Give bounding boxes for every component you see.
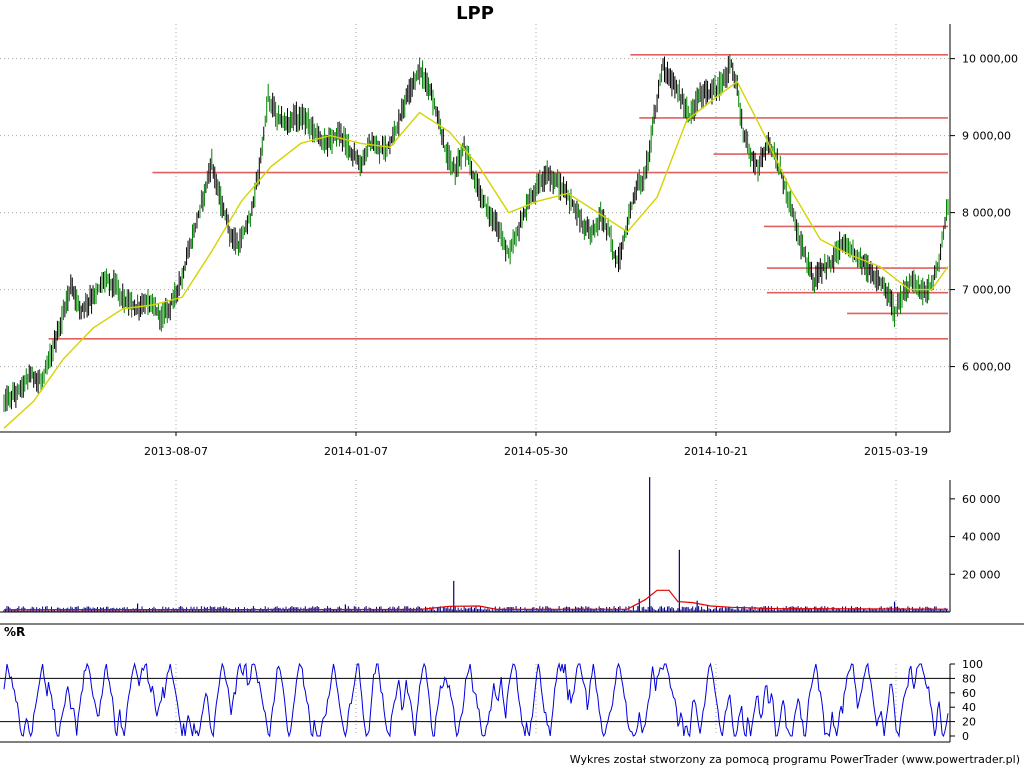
williams-r-label: %R [4,625,25,639]
volume-average-line [3,589,949,611]
price-x-tick-label: 2014-10-21 [684,445,748,458]
williams-r-y-tick-label: 80 [962,672,976,685]
volume-y-tick-label: 40 000 [962,531,1001,544]
price-y-tick-label: 6 000,00 [962,361,1011,374]
williams-r-y-tick-label: 60 [962,687,976,700]
footer-credit: Wykres został stworzony za pomocą progra… [570,753,1020,766]
williams-r-y-tick-label: 20 [962,716,976,729]
moving-average-line [3,80,949,429]
volume-y-tick-label: 60 000 [962,493,1001,506]
price-y-tick-label: 8 000,00 [962,207,1011,220]
price-x-tick-label: 2015-03-19 [864,445,928,458]
williams-r-y-tick-label: 0 [962,730,969,743]
price-x-tick-label: 2014-01-07 [324,445,388,458]
williams-r-line [3,662,949,738]
volume-panel: 20 000 40 000 60 000 [0,477,1001,613]
price-x-tick-label: 2014-05-30 [504,445,568,458]
price-y-tick-label: 7 000,00 [962,284,1011,297]
volume-y-tick-label: 20 000 [962,568,1001,581]
williams-r-y-tick-label: 100 [962,658,983,671]
price-x-tick-label: 2013-08-07 [144,445,208,458]
chart-title: LPP [456,3,494,24]
price-panel: 6 000,00 7 000,00 8 000,00 9 000,00 10 000,0… [0,24,1018,458]
price-y-tick-label: 10 000,00 [962,53,1018,66]
williams-r-y-tick-label: 40 [962,701,976,714]
price-y-tick-label: 9 000,00 [962,130,1011,143]
